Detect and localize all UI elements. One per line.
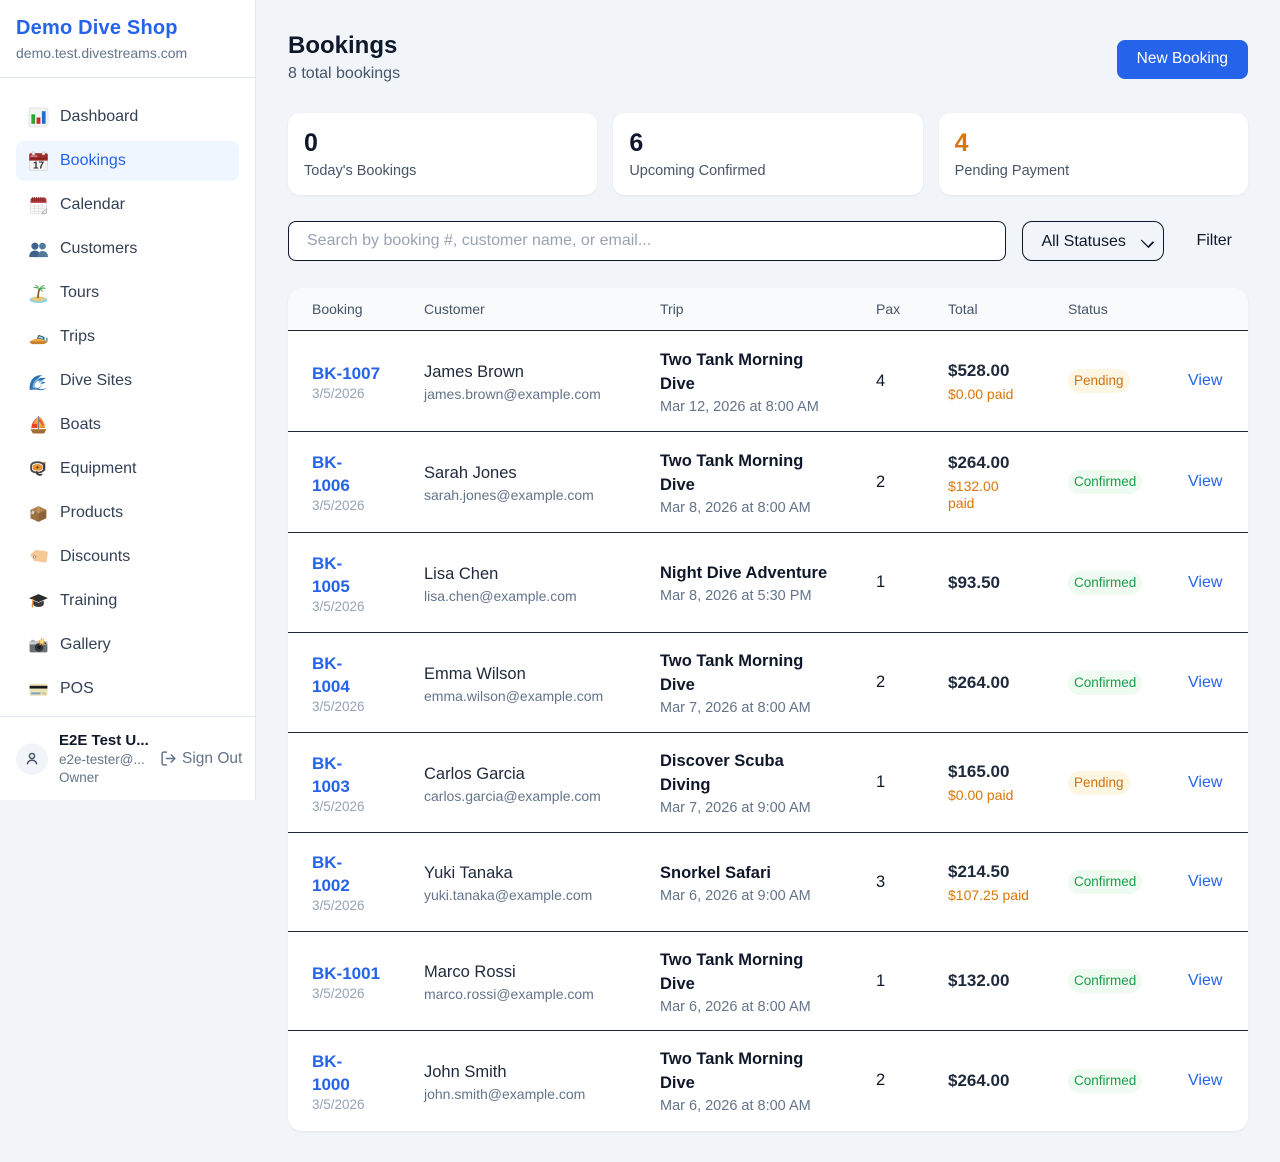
svg-text:17: 17 [33, 160, 45, 171]
